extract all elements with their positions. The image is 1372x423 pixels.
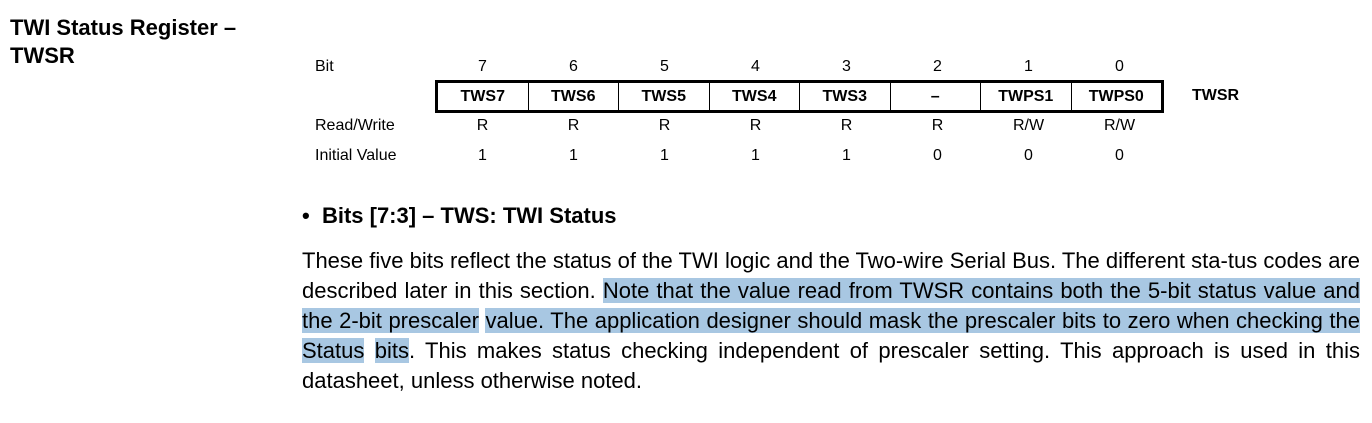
paragraph-text: . This makes status checking independent…	[302, 338, 1360, 393]
bit-description-heading: • Bits [7:3] – TWS: TWI Status	[302, 202, 617, 230]
read-write-row-label: Read/Write	[315, 117, 395, 134]
read-write-value: R	[931, 117, 944, 134]
paragraph-text: These five bits reflect the status of th…	[302, 248, 1360, 303]
initial-value: 1	[478, 147, 487, 164]
bit-number: 7	[478, 58, 487, 75]
bit-field: TWS4	[710, 83, 800, 110]
bit-row-label: Bit	[315, 58, 334, 75]
bit-field: –	[891, 83, 981, 110]
initial-value: 1	[569, 147, 578, 164]
register-name: TWSR	[1192, 87, 1240, 104]
initial-value: 0	[1115, 147, 1124, 164]
bit-field: TWS7	[438, 83, 529, 110]
read-write-value: R/W	[1012, 117, 1045, 134]
bit-number: 2	[933, 58, 942, 75]
read-write-value: R	[840, 117, 853, 134]
bit-field: TWPS0	[1088, 88, 1144, 105]
bit-description-paragraph: These five bits reflect the status of th…	[302, 246, 1360, 396]
bit-field: TWS5	[619, 83, 710, 110]
bit-number: 3	[842, 58, 851, 75]
bit-field: TWPS1	[981, 83, 1072, 110]
register-bit-fields: TWS7 TWS6 TWS5 TWS4 TWS3 – TWPS1 TWPS0	[435, 80, 1164, 113]
section-title: TWI Status Register – TWSR	[10, 14, 236, 70]
bullet-icon: •	[302, 203, 310, 228]
initial-value: 1	[660, 147, 669, 164]
highlighted-text[interactable]: bits	[374, 338, 409, 363]
bit-number: 4	[751, 58, 760, 75]
bit-number: 5	[660, 58, 669, 75]
read-write-value: R/W	[1103, 117, 1136, 134]
section-title-line1: TWI Status Register –	[10, 15, 237, 40]
initial-value: 1	[842, 147, 851, 164]
initial-value-row-label: Initial Value	[315, 147, 397, 164]
initial-value: 0	[933, 147, 942, 164]
bit-number: 1	[1024, 58, 1033, 75]
bit-field: TWS3	[800, 83, 891, 110]
section-title-line2: TWSR	[10, 43, 75, 68]
bit-number: 0	[1115, 58, 1124, 75]
read-write-value: R	[658, 117, 671, 134]
paragraph-space	[364, 338, 374, 363]
read-write-value: R	[567, 117, 580, 134]
read-write-value: R	[476, 117, 489, 134]
read-write-value: R	[749, 117, 762, 134]
bit-description-title: Bits [7:3] – TWS: TWI Status	[321, 203, 617, 228]
bit-number: 6	[569, 58, 578, 75]
initial-value: 0	[1024, 147, 1033, 164]
bit-field: TWS6	[529, 83, 619, 110]
initial-value: 1	[751, 147, 760, 164]
